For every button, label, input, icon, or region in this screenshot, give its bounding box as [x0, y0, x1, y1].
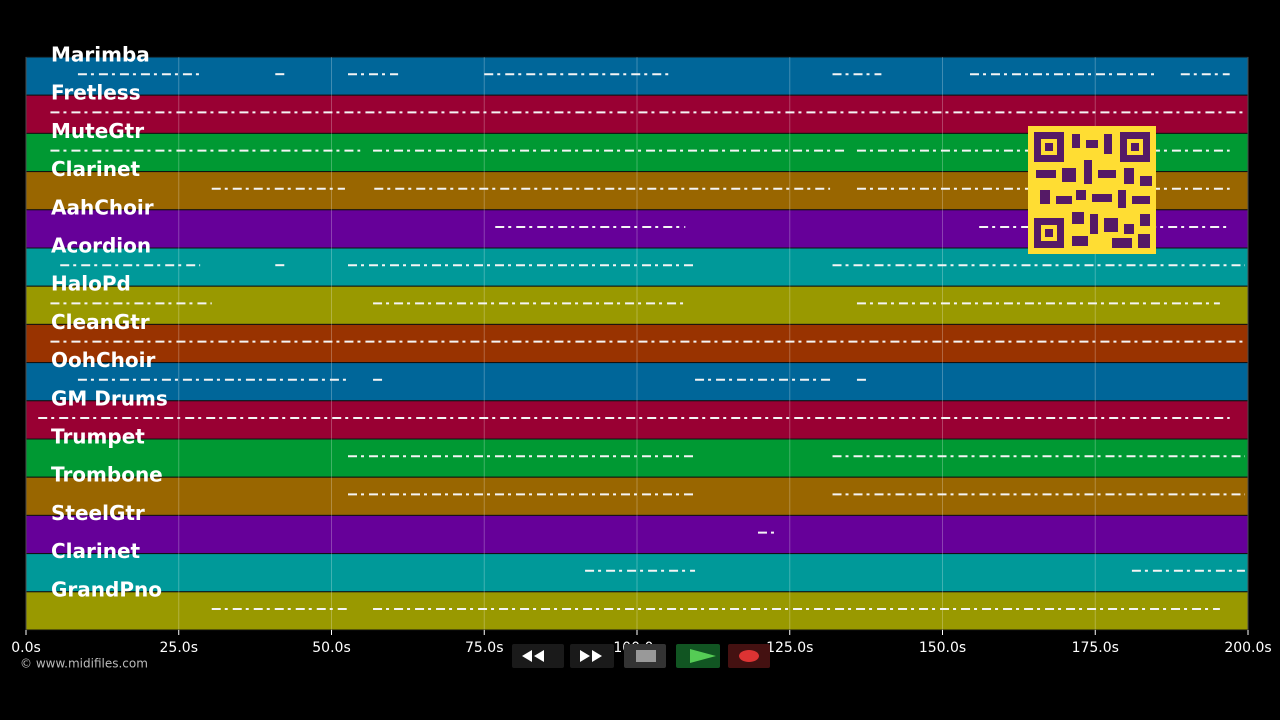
track-lane [25, 362, 1249, 402]
track-name: Fretless [51, 81, 141, 105]
track-lane [25, 285, 1249, 325]
credit: © www.midifiles.com [20, 657, 148, 671]
track-name: CleanGtr [51, 310, 150, 334]
track-lane [25, 591, 1249, 631]
x-tick-label: 200.0s [1224, 640, 1271, 656]
track-name: MuteGtr [51, 119, 144, 143]
x-tick-label: 75.0s [465, 640, 503, 656]
x-tick-label: 25.0s [160, 640, 198, 656]
track-name: Trombone [51, 463, 163, 487]
track-lane [25, 56, 1249, 96]
track-name: HaloPd [51, 272, 131, 296]
grid [25, 57, 1249, 630]
track-name: AahChoir [51, 195, 154, 219]
record-button[interactable] [728, 644, 770, 668]
x-tick-label: 125.0s [766, 640, 813, 656]
track-lane [25, 553, 1249, 593]
x-tick-label: 50.0s [312, 640, 350, 656]
notes [38, 73, 1245, 610]
track-lane [25, 476, 1249, 516]
track-name: Clarinet [51, 539, 141, 563]
track-lane [25, 323, 1249, 364]
track-name: GM Drums [51, 386, 168, 410]
track-name: Acordion [51, 234, 151, 258]
fast-forward-button[interactable] [570, 644, 614, 668]
track-name: OohChoir [51, 348, 155, 372]
track-name: Trumpet [51, 425, 145, 449]
x-tick-label: 150.0s [919, 640, 966, 656]
rewind-button[interactable] [512, 644, 564, 668]
track-name: Marimba [51, 43, 150, 67]
x-tick-label: 0.0s [11, 640, 41, 656]
x-axis: Marimba Fretless MuteGtr Clarinet AahChoir Ac… [11, 43, 1271, 657]
track-lane [25, 514, 1249, 555]
track-name: GrandPno [51, 577, 162, 601]
track-name: SteelGtr [51, 501, 145, 525]
transport [512, 644, 770, 668]
stop-button[interactable] [624, 644, 666, 668]
track-lane [25, 400, 1249, 440]
qr-code [1028, 126, 1156, 254]
play-button[interactable] [676, 644, 720, 668]
track-name: Clarinet [51, 157, 141, 181]
x-tick-label: 175.0s [1072, 640, 1119, 656]
